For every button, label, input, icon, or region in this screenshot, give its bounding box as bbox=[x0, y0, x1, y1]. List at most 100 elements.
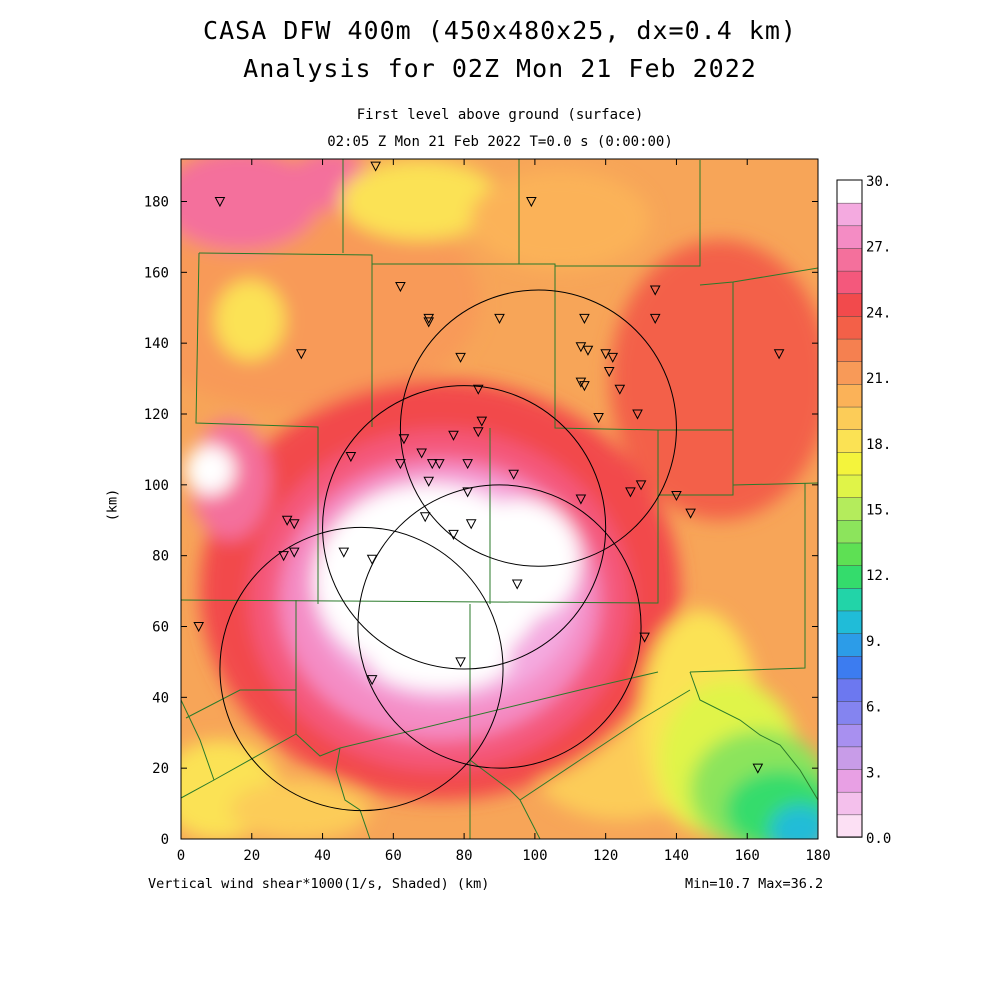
y-tick-label: 140 bbox=[144, 336, 169, 352]
station-marker bbox=[635, 480, 647, 491]
variable-label: Vertical wind shear*1000(1/s, Shaded) (k… bbox=[148, 876, 490, 892]
station-marker bbox=[476, 416, 488, 427]
station-marker bbox=[281, 515, 293, 526]
station-marker bbox=[579, 381, 590, 392]
station-marker bbox=[455, 657, 466, 668]
station-marker bbox=[773, 349, 785, 360]
station-marker bbox=[508, 469, 519, 480]
x-tick-label: 20 bbox=[243, 848, 260, 864]
colorbar-swatch bbox=[836, 791, 863, 816]
colorbar-swatch bbox=[836, 428, 863, 453]
station-marker bbox=[511, 579, 523, 590]
station-marker bbox=[472, 427, 484, 438]
station-marker bbox=[423, 313, 435, 324]
colorbar-swatch bbox=[836, 542, 863, 566]
colorbar-label: 30. bbox=[866, 174, 891, 190]
y-tick-label: 180 bbox=[144, 195, 169, 211]
colorbar-swatch bbox=[836, 519, 863, 544]
y-tick-label: 20 bbox=[152, 761, 169, 777]
colorbar-swatch bbox=[836, 746, 863, 770]
station-marker bbox=[416, 448, 427, 459]
station-marker bbox=[671, 490, 682, 502]
colorbar-label: 27. bbox=[866, 240, 891, 256]
station-marker bbox=[752, 763, 764, 774]
colorbar-swatch bbox=[836, 678, 863, 702]
colorbar-label: 0.0 bbox=[866, 831, 891, 847]
colorbar-swatch bbox=[836, 496, 863, 521]
chart-title-line1: CASA DFW 400m (450x480x25, dx=0.4 km) bbox=[203, 16, 797, 45]
y-tick-label: 160 bbox=[144, 265, 169, 281]
station-marker bbox=[582, 345, 594, 356]
y-axis-label: (km) bbox=[104, 488, 121, 522]
colorbar-label: 15. bbox=[866, 503, 891, 519]
colorbar-swatch bbox=[836, 768, 863, 793]
station-marker bbox=[434, 459, 445, 470]
colorbar-swatch bbox=[836, 270, 863, 295]
colorbar-swatch bbox=[836, 315, 863, 340]
station-marker bbox=[472, 384, 484, 395]
colorbar-label: 21. bbox=[866, 371, 891, 387]
station-marker bbox=[462, 487, 473, 498]
y-tick-label: 60 bbox=[152, 620, 169, 636]
station-marker bbox=[649, 313, 661, 324]
station-marker bbox=[575, 342, 587, 353]
colorbar-swatch bbox=[836, 360, 863, 385]
station-marker bbox=[448, 430, 459, 441]
colorbar-swatch bbox=[836, 587, 863, 612]
colorbar-swatch bbox=[836, 406, 863, 430]
y-tick-label: 120 bbox=[144, 407, 169, 423]
station-marker bbox=[632, 409, 643, 420]
colorbar-swatch bbox=[836, 700, 863, 725]
station-marker bbox=[455, 352, 466, 363]
station-marker bbox=[426, 459, 438, 470]
x-tick-label: 120 bbox=[593, 848, 618, 864]
x-tick-label: 60 bbox=[385, 848, 402, 864]
station-marker bbox=[593, 413, 604, 424]
colorbar-label: 12. bbox=[866, 568, 891, 584]
x-tick-label: 160 bbox=[735, 848, 760, 864]
colorbar: 0.0 3. 6. 9. 12. 15. 18. 21. 24. 27. 30. bbox=[836, 174, 891, 847]
colorbar-swatch bbox=[836, 202, 863, 227]
station-marker bbox=[600, 349, 611, 360]
colorbar-label: 9. bbox=[866, 634, 883, 650]
min-max-label: Min=10.7 Max=36.2 bbox=[685, 876, 824, 892]
colorbar-frame bbox=[836, 179, 863, 838]
station-marker bbox=[366, 554, 378, 565]
colorbar-swatch bbox=[836, 179, 863, 204]
x-tick-label: 40 bbox=[314, 848, 331, 864]
x-tick-label: 140 bbox=[664, 848, 689, 864]
station-marker bbox=[575, 377, 587, 388]
colorbar-swatch bbox=[836, 723, 863, 748]
chart-subtitle-line1: First level above ground (surface) bbox=[356, 107, 644, 123]
station-marker bbox=[685, 508, 696, 519]
station-marker bbox=[338, 547, 350, 558]
colorbar-swatch bbox=[836, 474, 863, 498]
colorbar-swatch bbox=[836, 293, 863, 317]
radar-range-circle bbox=[399, 289, 677, 567]
colorbar-label: 3. bbox=[866, 765, 883, 781]
station-marker bbox=[398, 434, 410, 445]
chart-title-line2: Analysis for 02Z Mon 21 Feb 2022 bbox=[243, 54, 757, 83]
station-marker bbox=[625, 487, 636, 498]
station-marker bbox=[579, 313, 590, 324]
colorbar-swatch bbox=[836, 247, 863, 272]
station-marker bbox=[575, 494, 587, 505]
station-marker bbox=[419, 512, 431, 523]
station-marker bbox=[395, 459, 406, 470]
station-marker bbox=[366, 675, 378, 686]
station-marker bbox=[345, 452, 357, 463]
colorbar-swatch bbox=[836, 383, 863, 408]
colorbar-swatch bbox=[836, 632, 863, 657]
colorbar-swatch bbox=[836, 338, 863, 362]
station-marker bbox=[288, 519, 300, 530]
station-marker bbox=[214, 197, 226, 208]
x-tick-label: 80 bbox=[456, 848, 473, 864]
x-tick-label: 100 bbox=[522, 848, 547, 864]
station-marker bbox=[603, 367, 615, 378]
station-marker bbox=[423, 476, 435, 487]
station-marker bbox=[370, 161, 381, 172]
heatmap-field bbox=[181, 159, 818, 839]
x-tick-label: 0 bbox=[177, 848, 185, 864]
colorbar-label: 24. bbox=[866, 305, 891, 321]
station-marker bbox=[295, 349, 307, 360]
